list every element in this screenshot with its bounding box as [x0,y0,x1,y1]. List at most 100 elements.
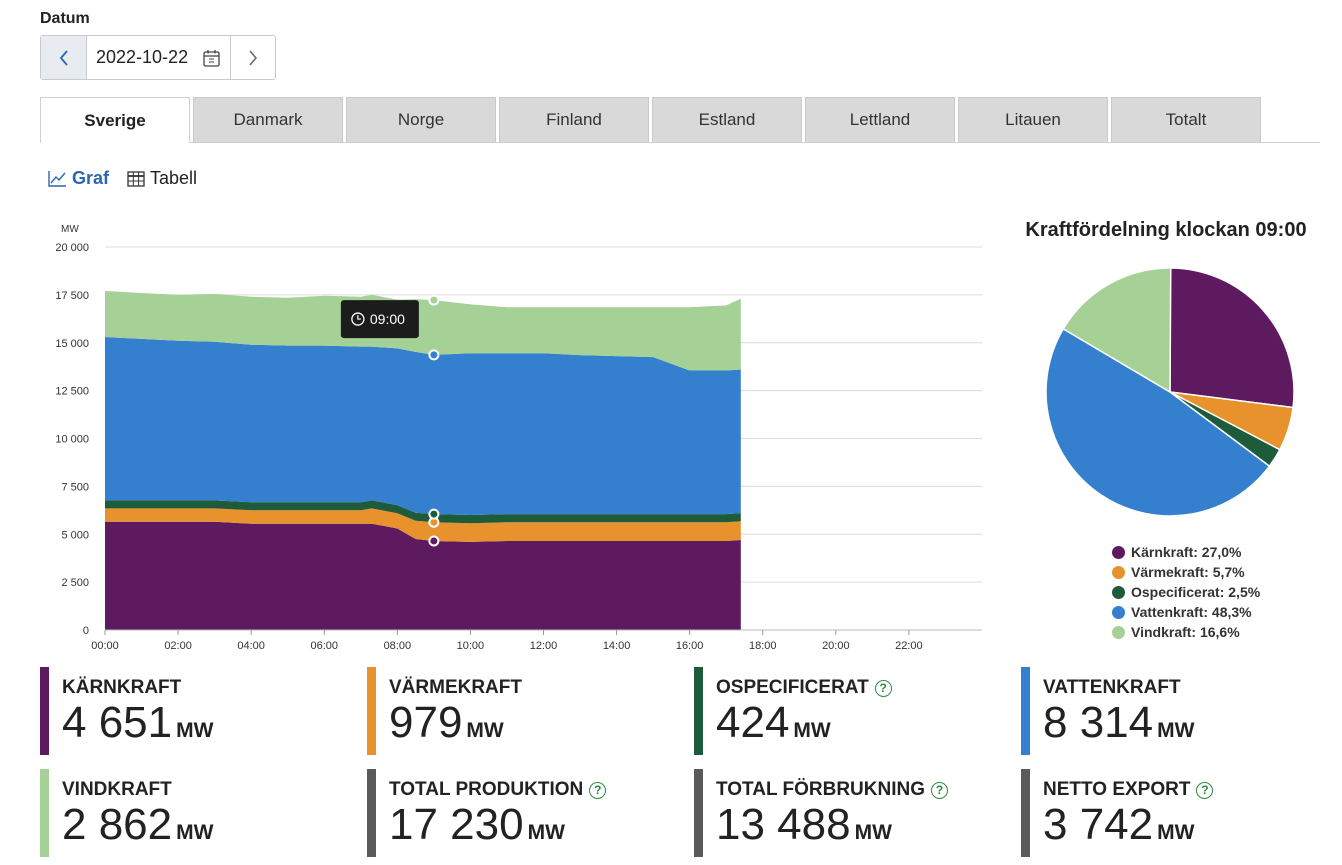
chevron-right-icon [249,50,257,65]
legend-dot [1112,625,1125,639]
tab-lettland[interactable]: Lettland [805,97,955,142]
card-label-text: OSPECIFICERAT [716,677,869,698]
legend-dot [1112,565,1125,579]
x-tick-label: 22:00 [895,640,923,652]
help-icon[interactable]: ? [589,781,607,799]
card-value: 979 MW [389,698,504,748]
legend-item-vattenkraft[interactable]: Vattenkraft: 48,3% [1112,602,1260,622]
summary-card-vattenkraft: VATTENKRAFT 8 314 MW [1021,667,1321,755]
card-value-unit: MW [466,719,504,742]
country-tabs: Sverige Danmark Norge Finland Estland Le… [40,97,1320,143]
area-series-vattenkraft[interactable] [105,337,741,515]
card-value: 424 MW [716,698,831,748]
tab-totalt[interactable]: Totalt [1111,97,1261,142]
legend-dot [1112,605,1125,619]
tooltip-box [340,300,419,339]
card-value: 2 862 MW [62,800,213,850]
area-series-ospecificerat[interactable] [105,500,741,524]
point-marker-vindkraft[interactable] [428,294,440,306]
card-color-bar [40,769,49,857]
x-tick-label: 12:00 [530,640,558,652]
card-color-bar [694,769,703,857]
pie-slice-kärnkraft[interactable] [1169,267,1295,409]
tab-estland[interactable]: Estland [652,97,802,142]
y-tick-label: 17 500 [55,290,89,302]
legend-item-vindkraft[interactable]: Vindkraft: 16,6% [1112,622,1260,642]
y-tick-label: 2 500 [61,577,89,589]
point-marker-vattenkraft[interactable] [428,349,440,361]
time-tooltip: 09:00 [340,300,419,339]
card-value-unit: MW [1157,821,1195,844]
calendar-icon[interactable] [203,49,220,67]
card-label: VATTENKRAFT [1043,677,1181,699]
next-day-button[interactable] [231,36,275,79]
chevron-left-icon [59,49,68,66]
pie-slice-vattenkraft[interactable] [1045,327,1271,517]
tab-finland[interactable]: Finland [499,97,649,142]
legend-label: Värmekraft: 5,7% [1131,564,1245,580]
distribution-pie-chart [1045,267,1295,517]
summary-card-total-produktion: TOTAL PRODUKTION? 17 230 MW [367,769,667,857]
card-value-number: 8 314 [1043,698,1154,747]
area-series-värmekraft[interactable] [105,508,741,542]
x-tick-label: 14:00 [603,640,631,652]
y-tick-label: 10 000 [55,434,89,446]
card-value: 4 651 MW [62,698,213,748]
x-tick-label: 04:00 [237,640,265,652]
graph-view-button[interactable]: Graf [48,168,109,189]
help-icon[interactable]: ? [874,679,892,697]
x-tick-label: 00:00 [91,640,119,652]
previous-day-button[interactable] [41,36,87,79]
tab-norge[interactable]: Norge [346,97,496,142]
summary-card-ospecificerat: OSPECIFICERAT? 424 MW [694,667,994,755]
card-value-unit: MW [176,821,214,844]
area-series-vindkraft[interactable] [105,291,741,371]
card-value-unit: MW [176,719,214,742]
card-label-text: VÄRMEKRAFT [389,677,522,698]
card-color-bar [1021,769,1030,857]
x-tick-label: 16:00 [676,640,704,652]
card-value-number: 2 862 [62,800,173,849]
card-value-number: 979 [389,698,463,747]
date-label: Datum [40,10,90,27]
tab-danmark[interactable]: Danmark [193,97,343,142]
summary-card-netto-export: NETTO EXPORT? 3 742 MW [1021,769,1321,857]
summary-card-vindkraft: VINDKRAFT 2 862 MW [40,769,340,857]
card-value-number: 13 488 [716,800,851,849]
card-value-number: 4 651 [62,698,173,747]
card-value: 8 314 MW [1043,698,1194,748]
card-label: TOTAL PRODUKTION? [389,779,607,801]
clock-icon [351,312,365,326]
card-color-bar [40,667,49,755]
card-label-text: VINDKRAFT [62,779,172,800]
card-value-number: 424 [716,698,790,747]
pie-title: Kraftfördelning klockan 09:00 [1025,219,1307,241]
date-picker: 2022-10-22 [40,35,276,80]
tab-litauen[interactable]: Litauen [958,97,1108,142]
legend-dot [1112,585,1125,599]
point-marker-ospecificerat[interactable] [428,508,440,520]
card-color-bar [1021,667,1030,755]
help-icon[interactable]: ? [1196,781,1214,799]
legend-item-ospecificerat[interactable]: Ospecificerat: 2,5% [1112,582,1260,602]
area-series-kärnkraft[interactable] [105,521,741,630]
point-marker-kärnkraft[interactable] [428,535,440,547]
line-chart-icon [48,171,66,187]
table-view-button[interactable]: Tabell [127,168,197,189]
help-icon[interactable]: ? [931,781,948,799]
card-color-bar [694,667,703,755]
card-label-text: TOTAL PRODUKTION [389,779,584,800]
table-view-label: Tabell [150,168,198,188]
date-input[interactable]: 2022-10-22 [87,36,231,79]
tooltip-time: 09:00 [370,311,405,327]
legend-item-kärnkraft[interactable]: Kärnkraft: 27,0% [1112,542,1260,562]
tab-sverige[interactable]: Sverige [40,97,190,143]
card-label-text: KÄRNKRAFT [62,677,182,698]
card-value-unit: MW [793,719,831,742]
pie-slice-vindkraft[interactable] [1062,267,1172,394]
card-label: VINDKRAFT [62,779,172,801]
card-label-text: TOTAL FÖRBRUKNING [716,779,925,800]
legend-label: Vindkraft: 16,6% [1131,624,1240,640]
legend-item-värmekraft[interactable]: Värmekraft: 5,7% [1112,562,1260,582]
legend-label: Vattenkraft: 48,3% [1131,604,1252,620]
